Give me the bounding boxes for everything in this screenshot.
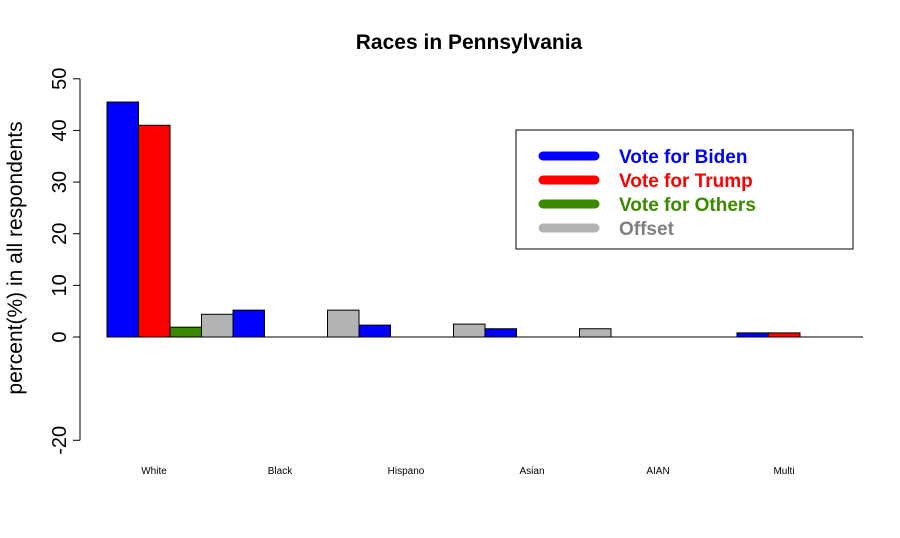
y-tick-label: 10 (49, 274, 71, 296)
bar-white-2 (169, 326, 202, 338)
bar-white-1 (138, 124, 171, 338)
bar-asian-0 (484, 328, 517, 338)
bar-black-3 (327, 309, 360, 338)
bar-multi-1 (768, 332, 801, 338)
bar-asian-3 (579, 328, 612, 338)
x-tick-label-aian: AIAN (646, 466, 669, 477)
legend-label: Vote for Trump (619, 171, 753, 192)
legend-label: Offset (619, 219, 675, 240)
bar-multi-0 (736, 332, 769, 338)
bar-hispano-3 (453, 323, 486, 338)
y-tick-label: 0 (49, 331, 71, 342)
bar-black-0 (232, 309, 265, 338)
y-axis: -20 0 10 20 30 40 50 (49, 68, 81, 455)
x-tick-label-black: Black (268, 466, 293, 477)
x-tick-labels: White Black Hispano Asian AIAN Multi (141, 466, 794, 477)
bars (106, 101, 801, 338)
y-tick-label: 50 (49, 68, 71, 90)
y-axis-label: percent(%) in all respondents (4, 121, 27, 394)
legend-label: Vote for Others (619, 195, 756, 216)
bar-white-3 (201, 313, 234, 338)
x-tick-label-white: White (141, 466, 167, 477)
legend-label: Vote for Biden (619, 147, 747, 168)
y-tick-label: -20 (49, 426, 71, 455)
bar-white-0 (106, 101, 139, 338)
chart-title: Races in Pennsylvania (356, 31, 583, 54)
x-tick-label-asian: Asian (519, 466, 544, 477)
legend: Vote for Biden Vote for Trump Vote for Oth… (515, 129, 854, 250)
x-tick-label-multi: Multi (773, 466, 794, 477)
y-tick-label: 30 (49, 171, 71, 193)
y-tick-label: 40 (49, 119, 71, 141)
y-tick-label: 20 (49, 223, 71, 245)
x-tick-label-hispano: Hispano (388, 466, 425, 477)
bar-hispano-0 (358, 324, 391, 338)
